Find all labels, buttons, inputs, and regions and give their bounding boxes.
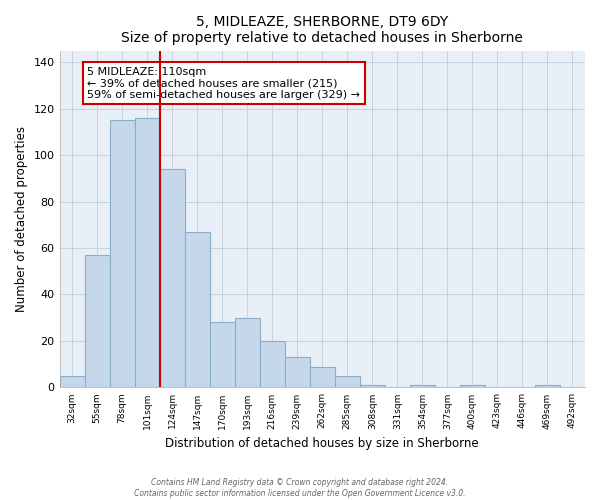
Bar [260, 341, 285, 388]
Bar [110, 120, 134, 388]
Bar [209, 322, 235, 388]
X-axis label: Distribution of detached houses by size in Sherborne: Distribution of detached houses by size … [166, 437, 479, 450]
Bar [235, 318, 260, 388]
Y-axis label: Number of detached properties: Number of detached properties [15, 126, 28, 312]
Bar [310, 366, 335, 388]
Bar [410, 385, 435, 388]
Bar [335, 376, 360, 388]
Bar [134, 118, 160, 388]
Bar [85, 255, 110, 388]
Text: Contains HM Land Registry data © Crown copyright and database right 2024.
Contai: Contains HM Land Registry data © Crown c… [134, 478, 466, 498]
Bar [535, 385, 560, 388]
Bar [59, 376, 85, 388]
Bar [460, 385, 485, 388]
Bar [285, 357, 310, 388]
Text: 5 MIDLEAZE: 110sqm
← 39% of detached houses are smaller (215)
59% of semi-detach: 5 MIDLEAZE: 110sqm ← 39% of detached hou… [87, 67, 360, 100]
Bar [185, 232, 209, 388]
Bar [360, 385, 385, 388]
Bar [160, 169, 185, 388]
Title: 5, MIDLEAZE, SHERBORNE, DT9 6DY
Size of property relative to detached houses in : 5, MIDLEAZE, SHERBORNE, DT9 6DY Size of … [121, 15, 523, 45]
